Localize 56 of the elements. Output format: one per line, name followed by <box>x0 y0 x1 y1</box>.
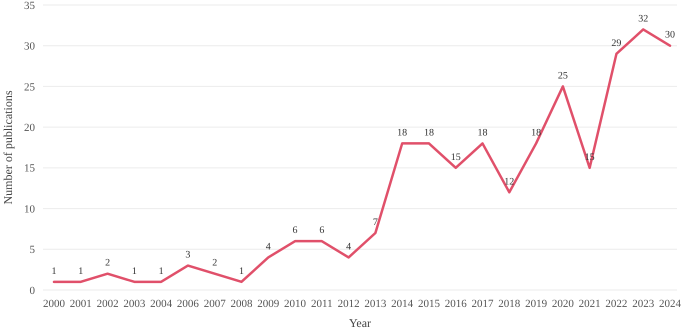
x-tick-label: 2004 <box>150 298 173 310</box>
x-tick-label: 2013 <box>364 298 387 310</box>
data-label: 18 <box>397 127 408 138</box>
y-axis-title: Number of publications <box>1 90 15 204</box>
data-label: 1 <box>78 266 84 277</box>
x-axis-title: Year <box>348 316 372 330</box>
data-label: 1 <box>132 266 137 277</box>
y-tick-label: 10 <box>24 203 36 216</box>
data-label: 6 <box>319 225 324 236</box>
x-tick-label: 2022 <box>605 298 628 310</box>
data-label: 12 <box>504 176 514 188</box>
data-label: 29 <box>611 38 622 49</box>
x-tick-label: 2007 <box>204 298 226 310</box>
x-tick-label: 2008 <box>230 298 253 310</box>
x-tick-label: 2016 <box>444 298 468 310</box>
x-tick-label: 2009 <box>257 298 280 310</box>
y-tick-label: 35 <box>24 0 36 12</box>
data-label: 2 <box>105 258 110 269</box>
x-tick-label: 2012 <box>338 298 360 310</box>
data-label: 6 <box>292 225 298 236</box>
data-label: 4 <box>346 241 352 252</box>
x-tick-label: 2010 <box>284 298 307 310</box>
data-label: 7 <box>372 217 378 228</box>
x-tick-label: 2021 <box>578 298 601 310</box>
y-tick-label: 15 <box>24 162 36 175</box>
data-label: 32 <box>638 13 648 24</box>
x-tick-label: 2019 <box>525 298 548 310</box>
x-tick-label: 2023 <box>632 298 655 310</box>
data-label: 1 <box>238 266 244 277</box>
data-label: 3 <box>185 250 190 261</box>
x-tick-label: 2018 <box>498 298 521 310</box>
data-label: 4 <box>266 241 271 252</box>
data-label: 30 <box>665 30 675 41</box>
x-tick-label: 2001 <box>70 298 92 310</box>
data-label: 25 <box>558 70 568 82</box>
x-tick-label: 2017 <box>472 298 494 310</box>
x-tick-label: 2000 <box>43 298 66 310</box>
x-tick-label: 2014 <box>391 298 414 310</box>
data-label: 18 <box>424 127 434 138</box>
x-tick-label: 2003 <box>123 298 146 310</box>
y-tick-label: 0 <box>30 284 36 297</box>
x-tick-label: 2020 <box>552 298 574 310</box>
x-tick-label: 2006 <box>176 298 200 310</box>
y-tick-label: 5 <box>30 244 36 256</box>
x-tick-label: 2002 <box>96 298 119 310</box>
x-tick-label: 2015 <box>418 298 440 310</box>
x-tick-label: 2024 <box>659 298 682 310</box>
data-label: 1 <box>158 266 164 277</box>
data-label: 1 <box>52 266 56 277</box>
y-tick-label: 20 <box>24 122 36 134</box>
data-label: 15 <box>450 152 461 163</box>
y-tick-label: 25 <box>24 81 36 94</box>
data-label: 18 <box>478 127 488 138</box>
data-label: 2 <box>212 258 218 269</box>
y-tick-label: 30 <box>24 40 36 53</box>
x-tick-label: 2011 <box>311 298 333 310</box>
